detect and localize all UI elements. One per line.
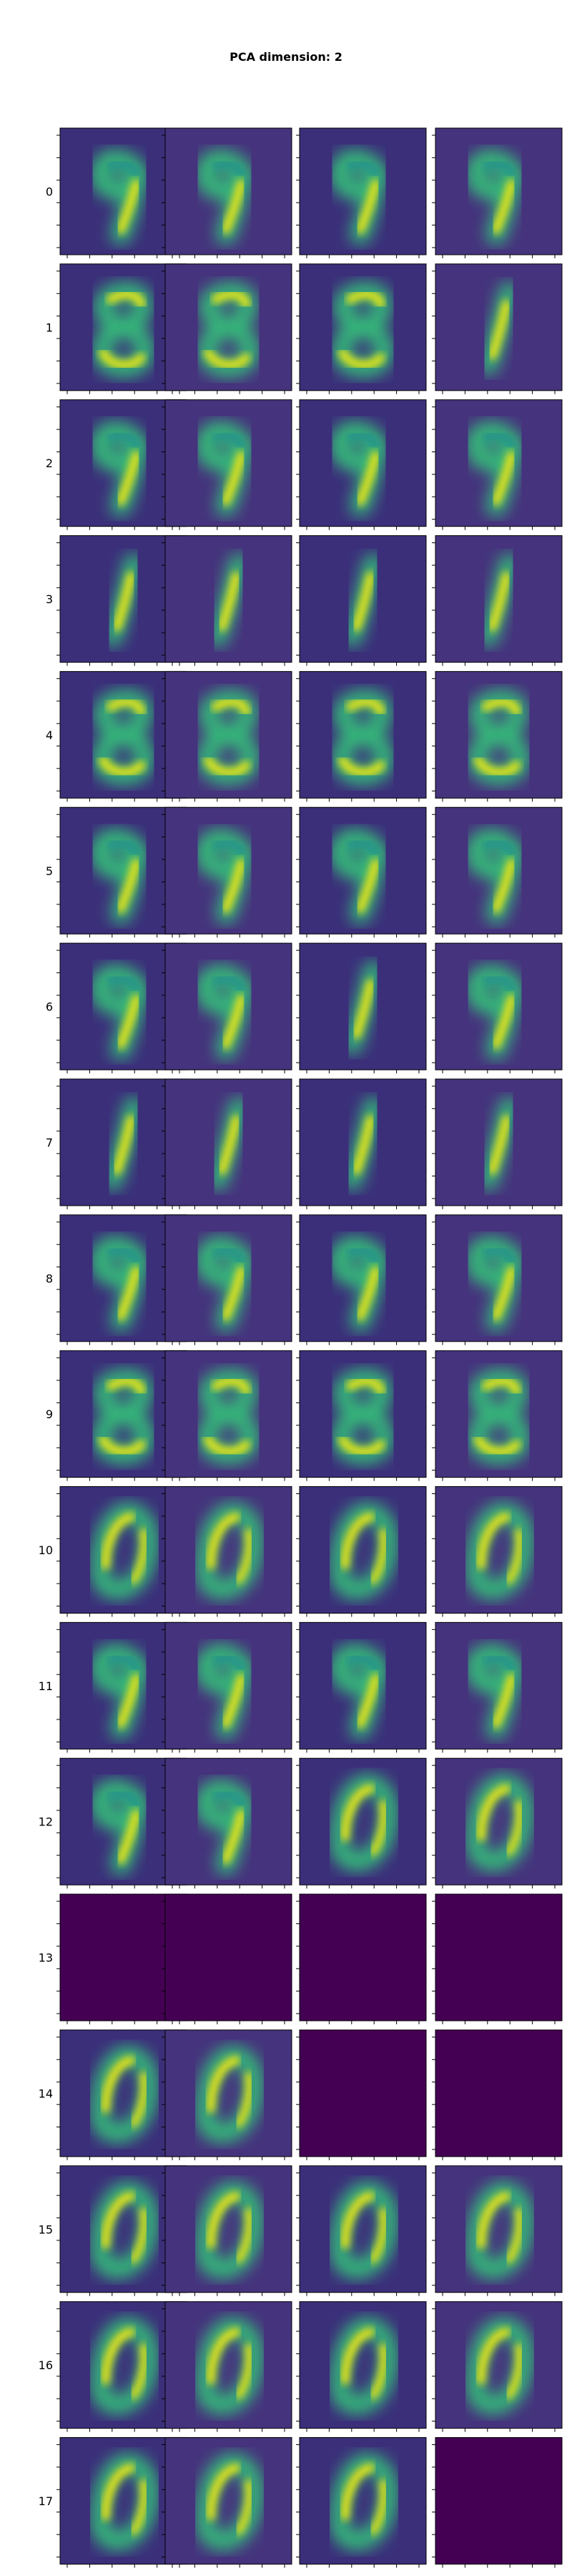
panel-15-3: [432, 2165, 563, 2296]
panel-1-2: [296, 263, 427, 394]
panel-14-1: [162, 2029, 292, 2160]
panel-2-2: [296, 399, 427, 530]
row-label: 17: [39, 2494, 53, 2508]
row-label: 11: [39, 1679, 53, 1693]
panel-10-3: [432, 1486, 563, 1617]
panel-0-1: [162, 127, 292, 258]
panel-12-1: [162, 1757, 292, 1889]
panel-8-1: [162, 1214, 292, 1345]
panel-6-1: [162, 942, 292, 1074]
panel-12-2: [296, 1757, 427, 1889]
panel-4-1: [162, 670, 292, 802]
row-label: 5: [46, 864, 53, 878]
panel-13-3: [432, 1893, 563, 2025]
row-label: 8: [46, 1272, 53, 1285]
panel-6-3: [432, 942, 563, 1074]
panel-17-2: [296, 2436, 427, 2568]
row-label: 4: [46, 728, 53, 742]
panel-11-2: [296, 1621, 427, 1753]
panel-17-3: [432, 2436, 563, 2568]
figure-title: PCA dimension: 2: [230, 50, 342, 64]
panel-13-2: [296, 1893, 427, 2025]
panel-4-2: [296, 670, 427, 802]
panel-9-3: [432, 1350, 563, 1481]
row-label: 0: [46, 185, 53, 199]
row-label: 2: [46, 457, 53, 470]
panel-3-1: [162, 535, 292, 666]
panel-15-1: [162, 2165, 292, 2296]
panel-9-2: [296, 1350, 427, 1481]
panel-8-3: [432, 1214, 563, 1345]
panel-3-2: [296, 535, 427, 666]
row-label: 12: [39, 1815, 53, 1829]
panel-7-2: [296, 1078, 427, 1209]
panel-1-1: [162, 263, 292, 394]
panel-15-2: [296, 2165, 427, 2296]
panel-0-2: [296, 127, 427, 258]
row-label: 10: [39, 1543, 53, 1557]
panel-0-3: [432, 127, 563, 258]
row-label: 16: [39, 2358, 53, 2372]
panel-16-1: [162, 2301, 292, 2432]
panel-1-3: [432, 263, 563, 394]
panel-7-3: [432, 1078, 563, 1209]
panel-5-1: [162, 806, 292, 938]
row-label: 14: [39, 2087, 53, 2100]
panel-16-2: [296, 2301, 427, 2432]
row-label: 1: [46, 321, 53, 334]
row-label: 13: [39, 1951, 53, 1965]
panel-5-3: [432, 806, 563, 938]
panel-10-1: [162, 1486, 292, 1617]
panel-16-3: [432, 2301, 563, 2432]
row-label: 9: [46, 1407, 53, 1421]
panel-10-2: [296, 1486, 427, 1617]
panel-14-3: [432, 2029, 563, 2160]
panel-8-2: [296, 1214, 427, 1345]
panel-4-3: [432, 670, 563, 802]
row-label: 7: [46, 1136, 53, 1149]
panel-12-3: [432, 1757, 563, 1889]
panel-14-2: [296, 2029, 427, 2160]
row-label: 6: [46, 1000, 53, 1014]
panel-3-3: [432, 535, 563, 666]
panel-7-1: [162, 1078, 292, 1209]
panel-17-1: [162, 2436, 292, 2568]
panel-5-2: [296, 806, 427, 938]
panel-13-1: [162, 1893, 292, 2025]
panel-2-3: [432, 399, 563, 530]
panel-6-2: [296, 942, 427, 1074]
panel-11-1: [162, 1621, 292, 1753]
row-label: 3: [46, 592, 53, 606]
panel-9-1: [162, 1350, 292, 1481]
panel-2-1: [162, 399, 292, 530]
panel-11-3: [432, 1621, 563, 1753]
row-label: 15: [39, 2223, 53, 2236]
